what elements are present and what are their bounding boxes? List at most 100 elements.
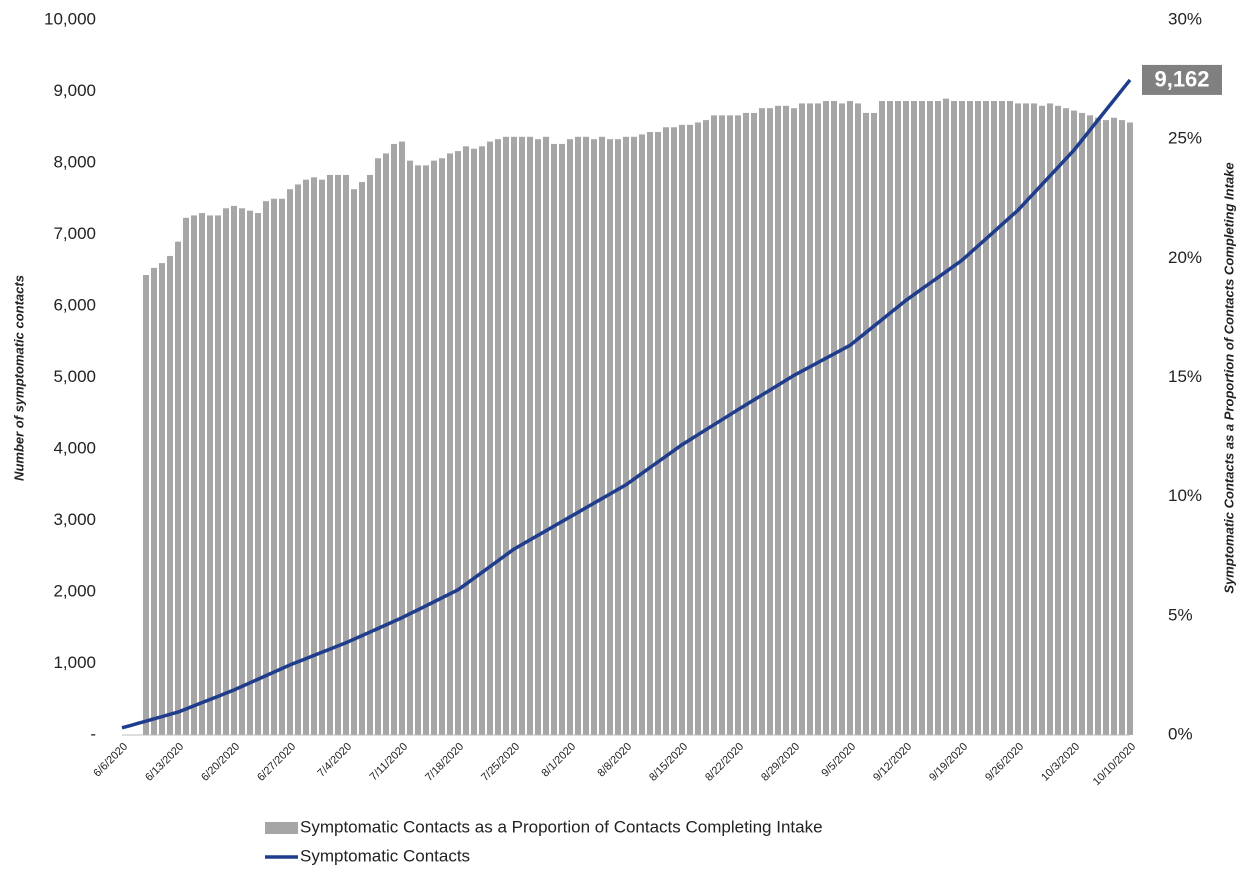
- bar: [943, 98, 949, 735]
- bar: [247, 210, 253, 735]
- bar: [1127, 122, 1133, 735]
- bar: [895, 101, 901, 736]
- bar: [1015, 103, 1021, 735]
- bar: [295, 184, 301, 735]
- bar: [903, 101, 909, 736]
- bar: [911, 101, 917, 736]
- bar: [743, 112, 749, 735]
- bar: [767, 108, 773, 735]
- bar: [991, 101, 997, 736]
- x-tick-label: 7/18/2020: [423, 741, 466, 784]
- x-tick-label: 6/27/2020: [255, 741, 298, 784]
- bar: [783, 105, 789, 736]
- y-tick-label: -: [90, 724, 96, 743]
- bar: [631, 136, 637, 736]
- bar: [551, 143, 557, 735]
- bar: [655, 132, 661, 735]
- x-tick-label: 6/6/2020: [91, 741, 130, 780]
- bar: [1079, 112, 1085, 735]
- bar: [391, 143, 397, 735]
- bar: [1095, 117, 1101, 735]
- y-tick-label: 8,000: [53, 152, 96, 171]
- x-tick-label: 10/3/2020: [1039, 741, 1082, 784]
- bar: [871, 112, 877, 735]
- bar: [215, 215, 221, 735]
- bar: [463, 146, 469, 736]
- bar: [535, 139, 541, 735]
- bar: [495, 139, 501, 735]
- bar: [223, 208, 229, 736]
- bar: [191, 215, 197, 735]
- bar: [1055, 105, 1061, 736]
- bar: [983, 101, 989, 736]
- y-tick-label: 10,000: [44, 9, 96, 28]
- bar: [319, 179, 325, 735]
- bar: [927, 101, 933, 736]
- bar: [471, 148, 477, 735]
- y-tick-label: 6,000: [53, 295, 96, 314]
- bar: [1103, 120, 1109, 736]
- line: [121, 78, 1132, 730]
- y-tick-label: 7,000: [53, 224, 96, 243]
- bar: [1087, 115, 1093, 736]
- x-tick-label: 9/5/2020: [819, 741, 858, 780]
- bar: [583, 136, 589, 736]
- bar: [239, 208, 245, 736]
- bar: [359, 182, 365, 736]
- bar: [1111, 117, 1117, 735]
- bar: [431, 160, 437, 735]
- bar: [503, 136, 509, 736]
- bar: [167, 255, 173, 735]
- y-axis-label: Number of symptomatic contacts: [11, 275, 26, 481]
- x-tick-label: 7/25/2020: [479, 741, 522, 784]
- bar: [303, 179, 309, 735]
- legend-label: Symptomatic Contacts as a Proportion of …: [300, 817, 823, 836]
- bar: [335, 174, 341, 735]
- value-label-box: [1142, 64, 1222, 95]
- bar: [447, 153, 453, 735]
- x-tick-label: 7/4/2020: [315, 741, 354, 780]
- bar: [279, 198, 285, 735]
- bar: [663, 127, 669, 735]
- x-tick-label: 10/10/2020: [1091, 741, 1138, 788]
- y2-tick-label: 15%: [1168, 367, 1202, 386]
- bar: [719, 115, 725, 736]
- bar: [367, 174, 373, 735]
- legend-label: Symptomatic Contacts: [300, 846, 470, 865]
- bar: [343, 174, 349, 735]
- bar: [175, 241, 181, 735]
- bar: [1119, 120, 1125, 736]
- bar: [647, 132, 653, 735]
- bar: [351, 189, 357, 735]
- bar: [151, 267, 157, 735]
- y-tick-label: 9,000: [53, 81, 96, 100]
- y-tick-label: 5,000: [53, 367, 96, 386]
- bar: [479, 146, 485, 736]
- bar: [919, 101, 925, 736]
- bar: [271, 198, 277, 735]
- bar: [615, 139, 621, 735]
- bar: [823, 101, 829, 736]
- bar: [559, 143, 565, 735]
- y-tick-label: 3,000: [53, 510, 96, 529]
- bar: [759, 108, 765, 735]
- bar: [1047, 103, 1053, 735]
- y2-tick-label: 30%: [1168, 9, 1202, 28]
- bar: [327, 174, 333, 735]
- bar: [263, 201, 269, 736]
- bar: [287, 189, 293, 735]
- bar: [1039, 105, 1045, 736]
- bar: [839, 103, 845, 735]
- bar: [591, 139, 597, 735]
- bar: [959, 101, 965, 736]
- bar: [399, 141, 405, 736]
- bar: [511, 136, 517, 736]
- bar: [423, 165, 429, 736]
- bar: [727, 115, 733, 736]
- bar: [623, 136, 629, 736]
- bar: [847, 101, 853, 736]
- y-tick-label: 2,000: [53, 581, 96, 600]
- bar: [975, 101, 981, 736]
- bar: [567, 139, 573, 735]
